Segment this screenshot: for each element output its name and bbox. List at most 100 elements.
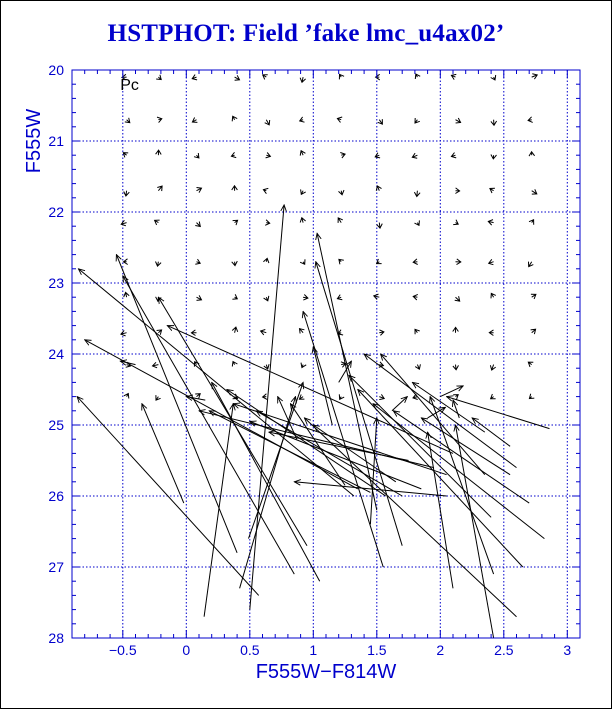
offset-arrow [120,361,136,365]
small-offset-markers [120,73,539,401]
small-offset-marker [157,185,163,192]
small-offset-marker [264,219,271,226]
offset-arrow [290,404,346,486]
y-tick-label: 28 [48,630,64,646]
small-offset-marker [123,392,130,399]
small-offset-marker [412,393,418,400]
y-tick-label: 24 [48,346,64,362]
corner-label: Pc [120,77,139,94]
small-offset-marker [487,258,494,266]
small-offset-marker [411,152,418,159]
small-offset-marker [299,149,306,156]
y-tick-label: 26 [48,488,64,504]
offset-arrow [85,340,359,490]
small-offset-marker [488,329,494,336]
small-offset-marker [452,326,459,333]
offset-arrow [391,397,407,412]
small-offset-marker [155,149,162,156]
small-offset-marker [234,75,241,81]
small-offset-marker [338,73,345,80]
small-offset-marker [338,189,345,196]
small-offset-marker [123,190,130,197]
offset-arrow [349,375,492,518]
small-offset-marker [156,116,163,123]
small-offset-marker [300,189,306,196]
small-offset-marker [338,394,345,401]
small-offset-marker [299,76,306,84]
offset-arrow [167,326,454,454]
axis-ticks: −0.5 0 0.5 1 1.5 2 2.5 3 20 21 22 23 24 25 26 27 28 [48,62,581,658]
small-offset-marker [298,394,305,400]
small-offset-marker [263,257,270,264]
small-offset-marker [490,74,497,81]
offset-arrow [248,382,304,539]
y-tick-label: 27 [48,559,64,575]
offset-arrow [294,482,447,497]
y-tick-label: 25 [48,417,64,433]
offset-arrow [209,411,371,493]
small-offset-marker [412,258,418,265]
offset-arrow [472,418,511,447]
offset-arrow [358,390,524,568]
small-offset-marker [372,293,380,300]
small-offset-marker [336,116,343,123]
small-offset-marker [527,361,534,368]
offset-arrow [313,347,333,426]
offset-arrow [338,361,352,383]
small-offset-marker [455,187,461,194]
x-tick-label: −0.5 [109,642,137,658]
small-offset-marker [265,152,272,159]
y-tick-label: 23 [48,275,64,291]
offset-arrow [250,421,422,490]
offset-arrow [427,407,446,419]
small-offset-marker [374,73,381,81]
small-offset-marker [490,292,497,299]
grid-lines [72,69,580,639]
offset-arrow [233,404,447,476]
small-offset-marker [528,219,535,225]
small-offset-marker [336,294,343,301]
small-offset-marker [414,117,420,124]
small-offset-marker [450,73,457,80]
small-offset-marker [490,154,497,160]
small-offset-marker [232,294,239,300]
small-offset-marker [453,219,459,226]
offset-arrow [412,382,486,433]
small-offset-marker [530,328,537,335]
offset-arrow [123,276,295,575]
offset-arrow [430,397,495,575]
small-offset-marker [379,329,385,336]
small-offset-marker [298,116,305,123]
small-offset-marker [376,222,383,229]
offset-arrow [78,269,355,497]
small-offset-marker [528,261,534,268]
small-offset-marker [487,219,494,226]
small-offset-marker [196,187,203,193]
x-tick-label: 2 [436,642,444,658]
small-offset-marker [453,394,459,400]
small-offset-marker [489,187,495,194]
small-offset-marker [231,326,239,333]
small-offset-marker [414,328,420,335]
small-offset-marker [156,329,163,335]
small-offset-marker [412,293,418,301]
small-offset-marker [155,395,161,401]
x-tick-label: 1 [309,642,317,658]
small-offset-marker [262,187,269,194]
offset-arrow [186,397,206,401]
small-offset-marker [489,364,496,371]
small-offset-marker [531,73,539,80]
y-axis-title: F555W [23,109,45,174]
offset-arrow [227,390,386,497]
small-offset-marker [195,258,202,265]
small-offset-marker [261,74,268,80]
small-offset-marker [263,364,270,370]
chart-title: HSTPHOT: Field ’fake lmc_u4ax02’ [107,20,505,47]
small-offset-marker [454,296,461,302]
offset-arrow [278,397,298,440]
small-offset-marker [374,152,381,159]
small-offset-marker [259,329,267,336]
small-offset-marker [414,220,420,227]
small-offset-marker [151,361,159,369]
small-offset-marker [120,219,127,227]
